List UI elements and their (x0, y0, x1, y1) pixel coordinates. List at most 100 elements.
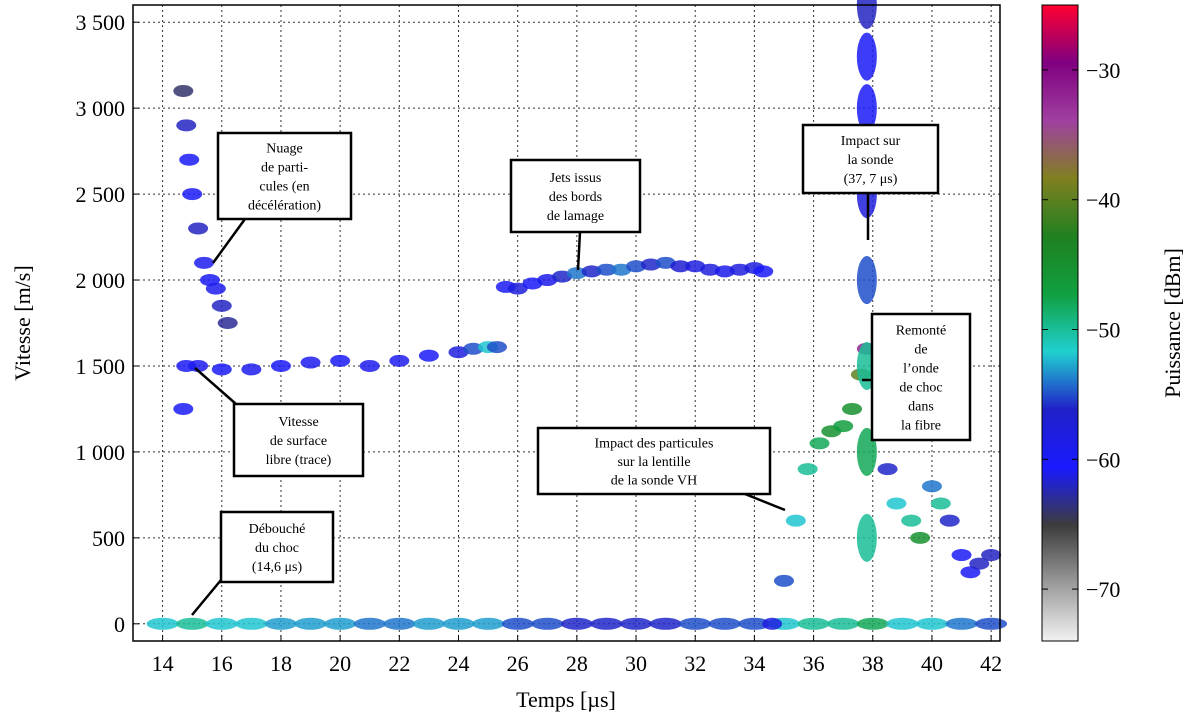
colorbar-label: Puissance [dBm] (1160, 248, 1185, 398)
spectral-point (762, 617, 783, 630)
colorbar-tick-label: −60 (1086, 447, 1120, 472)
spectral-point (708, 617, 741, 630)
annotation-text: Remonté (896, 324, 947, 339)
annotation-box (870, 312, 972, 442)
x-tick-label: 20 (329, 651, 351, 676)
spectral-point (939, 514, 960, 527)
spectral-point (842, 402, 863, 415)
spectral-point (463, 342, 484, 355)
y-tick-label: 2 000 (76, 268, 126, 293)
spectral-point (205, 617, 238, 630)
spectral-point (930, 497, 951, 510)
x-tick-label: 40 (921, 651, 943, 676)
annotation-text: de surface (270, 434, 327, 449)
annotation-text: de (914, 343, 927, 358)
spectral-point (501, 617, 534, 630)
spectral-point (188, 359, 209, 372)
x-tick-label: 34 (743, 651, 765, 676)
annotation-arrow (194, 367, 237, 405)
spectral-point (235, 617, 268, 630)
annotation-box (216, 131, 353, 221)
spectral-point (217, 317, 238, 329)
colorbar (1041, 4, 1079, 642)
annotation-text: de parti- (261, 161, 308, 176)
spectral-point (418, 349, 439, 362)
spectral-point (566, 267, 587, 280)
colorbar-tick-label: −70 (1086, 577, 1120, 602)
spectral-point (910, 531, 931, 544)
annotation-arrow (191, 579, 222, 616)
spectral-point (211, 299, 232, 312)
spectral-point (330, 354, 351, 367)
spectral-point (981, 549, 1002, 562)
spectral-point (921, 480, 942, 493)
spectral-point (353, 617, 386, 630)
plot-frame (132, 4, 1001, 642)
spectral-point (679, 617, 712, 630)
spectral-point (809, 437, 830, 450)
annotation-box (509, 158, 642, 234)
spectral-point (412, 617, 445, 630)
spectral-point (856, 617, 889, 630)
spectral-point (383, 617, 416, 630)
annotation-text: du choc (255, 541, 299, 556)
annotation-text: (37, 7 μs) (844, 172, 898, 187)
spectral-point (856, 84, 877, 133)
spectral-point (785, 514, 806, 527)
spectral-point (877, 463, 898, 476)
spectral-point (146, 617, 179, 630)
annotation-box (232, 402, 365, 478)
spectral-point (472, 617, 505, 630)
spectral-point (856, 256, 877, 305)
spectral-point (324, 617, 357, 630)
x-tick-label: 30 (625, 651, 647, 676)
annotation-text: Débouché (249, 522, 306, 537)
y-tick-label: 3 000 (76, 96, 126, 121)
spectral-point (176, 119, 197, 132)
spectral-point (649, 617, 682, 630)
annotation-text: libre (trace) (266, 453, 332, 468)
spectral-point (620, 617, 653, 630)
y-tick-label: 0 (114, 612, 125, 637)
spectral-point (833, 420, 854, 433)
y-tick-label: 3 500 (76, 10, 126, 35)
spectral-point (211, 363, 232, 376)
x-tick-label: 36 (803, 651, 825, 676)
y-tick-label: 500 (92, 526, 125, 551)
spectral-point (856, 0, 877, 29)
spectral-point (945, 617, 978, 630)
annotation-text: Vitesse (278, 415, 318, 430)
annotation-box (801, 123, 940, 195)
annotation-text: des bords (549, 190, 602, 205)
spectral-point (640, 258, 661, 271)
spectral-point (359, 359, 380, 372)
spectral-point (294, 617, 327, 630)
x-tick-label: 32 (684, 651, 706, 676)
annotation-text: la sonde (847, 153, 893, 168)
spectral-point (173, 402, 194, 415)
spectral-point (389, 354, 410, 367)
spectral-point (951, 549, 972, 562)
spectral-point (205, 282, 226, 295)
x-tick-label: 16 (211, 651, 233, 676)
spectral-point (915, 617, 948, 630)
spectral-point (442, 617, 475, 630)
spectral-point (560, 617, 593, 630)
annotation-box (536, 426, 772, 496)
spectral-point (300, 356, 321, 369)
spectral-point (241, 363, 262, 376)
spectral-point (264, 617, 297, 630)
annotation-arrow (744, 492, 786, 512)
annotation-text: (14,6 μs) (252, 560, 303, 575)
annotation-text: Impact sur (841, 134, 901, 149)
spectral-point (975, 617, 1008, 630)
spectral-point (856, 513, 877, 562)
annotation-text: de choc (899, 381, 942, 396)
spectral-point (969, 557, 990, 570)
spectral-point (590, 617, 623, 630)
spectral-point (827, 617, 860, 630)
x-tick-label: 28 (566, 651, 588, 676)
spectral-point (886, 617, 919, 630)
spectral-point (596, 263, 617, 276)
annotation-text: l’onde (903, 362, 939, 377)
